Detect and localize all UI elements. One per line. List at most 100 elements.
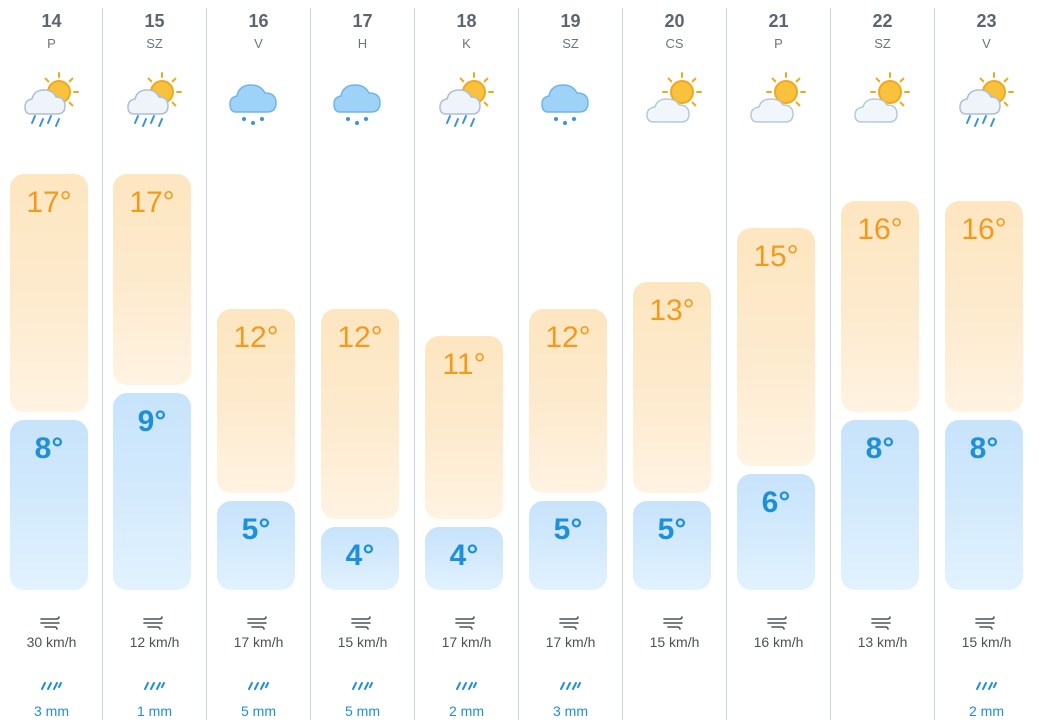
low-temp: 6° [761, 486, 791, 519]
high-temp-bar: 17° [10, 174, 88, 412]
sun-cloud-rain-icon [959, 72, 1014, 127]
partly-cloudy-icon [646, 72, 702, 123]
day-column[interactable]: 17 H 12° 4° 15 km/h 5 mm [311, 0, 414, 726]
low-temp-bar: 9° [113, 393, 191, 590]
high-temp: 16° [961, 213, 1007, 246]
low-temp-bar: 8° [10, 420, 88, 590]
day-of-week: H [357, 36, 368, 51]
high-temp-bar: 16° [945, 201, 1023, 412]
low-temp: 8° [865, 432, 895, 465]
precipitation: 5 mm [345, 703, 380, 719]
high-temp: 12° [233, 321, 279, 354]
high-temp-bar: 11° [425, 336, 503, 519]
day-column[interactable]: 23 V 16° 8° 15 km/h 2 mm [935, 0, 1038, 726]
day-column[interactable]: 15 SZ 17° 9° 12 km/h 1 mm [103, 0, 206, 726]
day-of-week: CS [665, 36, 684, 51]
day-column[interactable]: 22 SZ 16° 8° 13 km/h [831, 0, 934, 726]
high-temp-bar: 13° [633, 282, 711, 493]
day-column[interactable]: 18 K 11° 4° 17 km/h 2 mm [415, 0, 518, 726]
wind-icon [663, 616, 683, 630]
high-temp: 11° [442, 348, 486, 381]
wind-icon [975, 616, 995, 630]
partly-cloudy-icon [750, 72, 806, 123]
precipitation: 2 mm [969, 703, 1004, 719]
low-temp: 8° [969, 432, 999, 465]
high-temp-bar: 12° [217, 309, 295, 493]
wind-icon [455, 616, 475, 630]
high-temp: 17° [129, 186, 175, 219]
low-temp-bar: 4° [321, 527, 399, 590]
high-temp-bar: 15° [737, 228, 815, 466]
wind-speed: 16 km/h [753, 634, 804, 650]
high-temp: 15° [753, 240, 799, 273]
day-of-week: V [254, 36, 263, 51]
wind-icon [143, 616, 163, 630]
day-column[interactable]: 14 P 17° 8° 30 km/h 3 mm [0, 0, 103, 726]
wind-icon [351, 616, 371, 630]
low-temp-bar: 5° [529, 501, 607, 590]
day-of-week: K [462, 36, 471, 51]
column-divider [206, 8, 207, 720]
day-of-week: P [47, 36, 56, 51]
column-divider [102, 8, 103, 720]
low-temp-bar: 5° [217, 501, 295, 590]
rain-icon [456, 682, 477, 690]
wind-speed: 15 km/h [649, 634, 700, 650]
rain-icon [352, 682, 373, 690]
rain-icon [41, 682, 62, 690]
day-date: 20 [664, 11, 685, 31]
cloud-rain-icon [333, 84, 381, 125]
column-divider [830, 8, 831, 720]
day-column[interactable]: 19 SZ 12° 5° 17 km/h 3 mm [519, 0, 622, 726]
high-temp-bar: 12° [321, 309, 399, 519]
rain-icon [144, 682, 165, 690]
low-temp: 5° [553, 513, 583, 546]
wind-speed: 13 km/h [857, 634, 908, 650]
column-divider [622, 8, 623, 720]
precipitation: 2 mm [449, 703, 484, 719]
day-column[interactable]: 16 V 12° 5° 17 km/h 5 mm [207, 0, 310, 726]
day-date: 18 [456, 11, 477, 31]
low-temp-bar: 4° [425, 527, 503, 590]
low-temp: 8° [34, 432, 64, 465]
day-column[interactable]: 20 CS 13° 5° 15 km/h [623, 0, 726, 726]
low-temp-bar: 6° [737, 474, 815, 590]
low-temp: 4° [345, 539, 375, 572]
wind-icon [767, 616, 787, 630]
day-date: 23 [976, 11, 997, 31]
day-of-week: SZ [874, 36, 891, 51]
high-temp: 16° [857, 213, 903, 246]
low-temp: 5° [241, 513, 271, 546]
column-divider [726, 8, 727, 720]
low-temp-bar: 5° [633, 501, 711, 590]
wind-icon [40, 616, 60, 630]
wind-speed: 15 km/h [961, 634, 1012, 650]
day-date: 21 [768, 11, 789, 31]
day-date: 22 [872, 11, 893, 31]
high-temp: 12° [545, 321, 591, 354]
wind-icon [247, 616, 267, 630]
wind-speed: 12 km/h [129, 634, 180, 650]
wind-speed: 17 km/h [545, 634, 596, 650]
day-date: 17 [352, 11, 373, 31]
partly-cloudy-icon [854, 72, 910, 123]
precipitation: 1 mm [137, 703, 172, 719]
rain-icon [248, 682, 269, 690]
day-date: 19 [560, 11, 581, 31]
column-divider [934, 8, 935, 720]
cloud-rain-icon [541, 84, 589, 125]
sun-cloud-rain-icon [127, 72, 182, 127]
wind-speed: 17 km/h [233, 634, 284, 650]
low-temp: 5° [657, 513, 687, 546]
day-of-week: SZ [146, 36, 163, 51]
precipitation: 3 mm [553, 703, 588, 719]
column-divider [518, 8, 519, 720]
day-date: 15 [144, 11, 165, 31]
sun-cloud-rain-icon [439, 72, 494, 127]
precipitation: 5 mm [241, 703, 276, 719]
column-divider [310, 8, 311, 720]
column-divider [414, 8, 415, 720]
day-column[interactable]: 21 P 15° 6° 16 km/h [727, 0, 830, 726]
wind-icon [559, 616, 579, 630]
